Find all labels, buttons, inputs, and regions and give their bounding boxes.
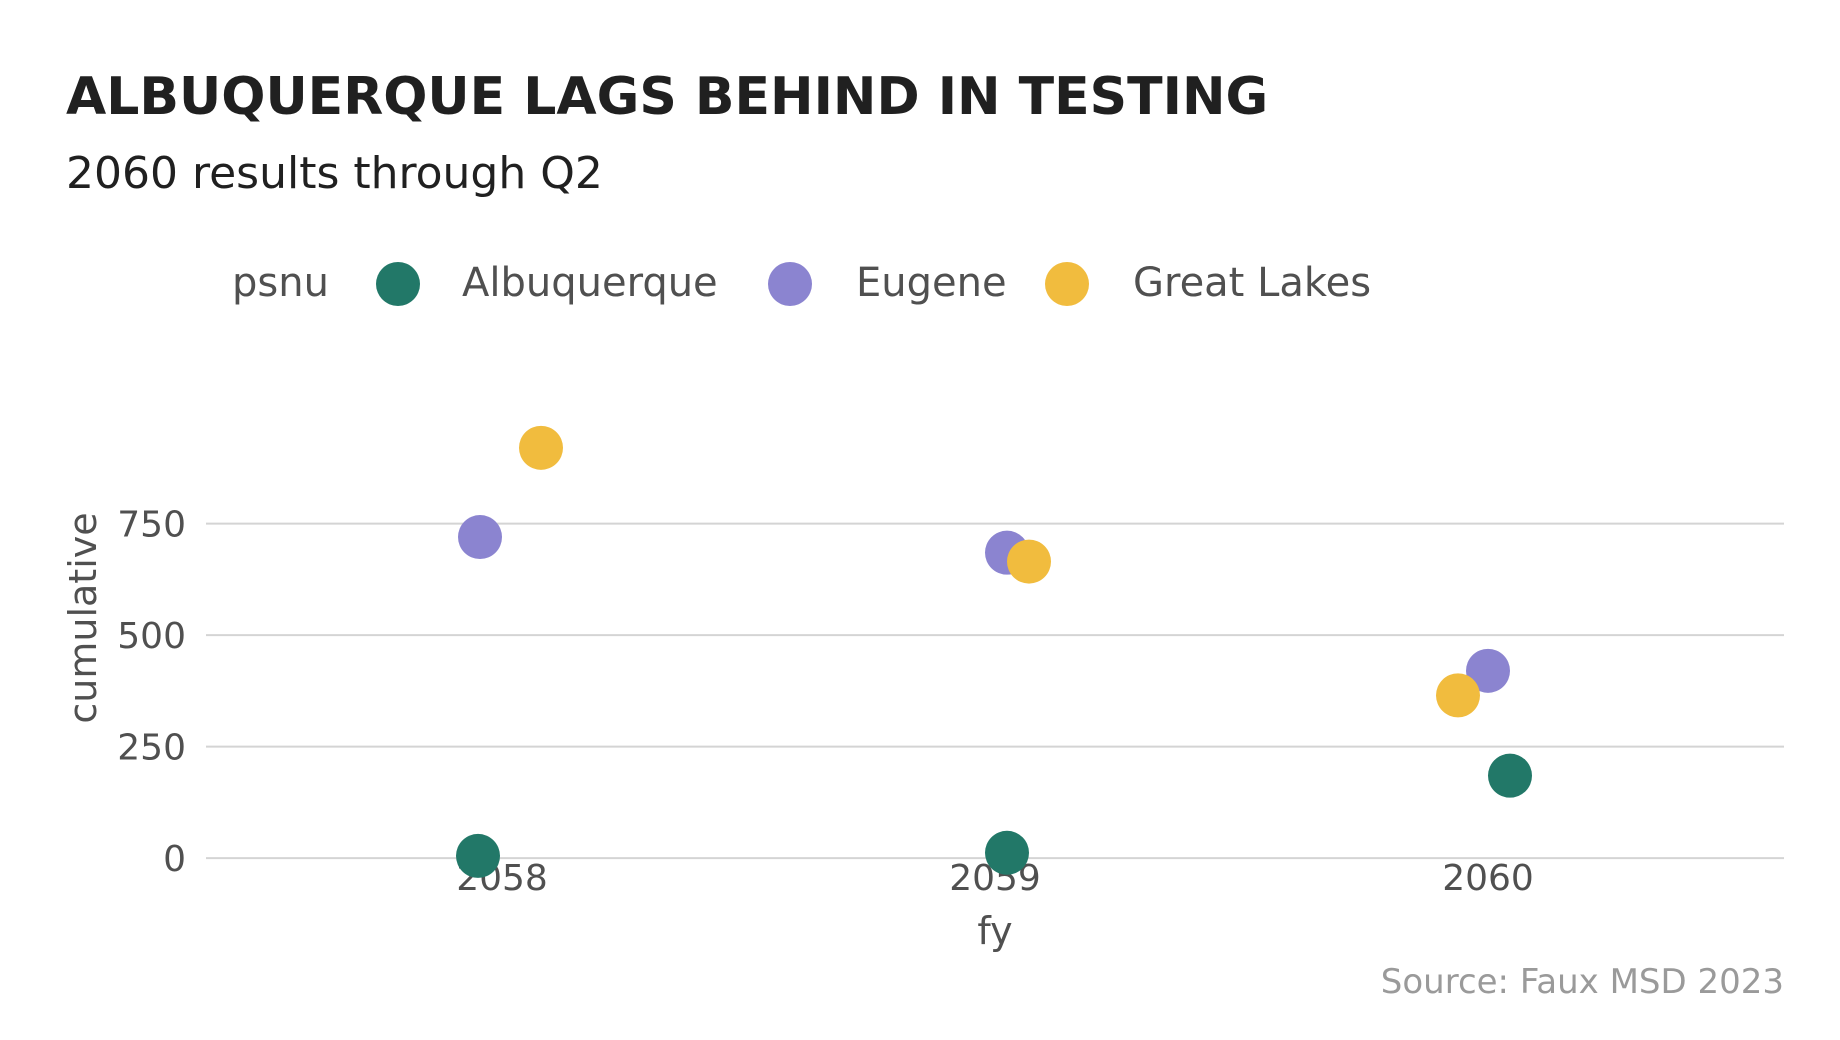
data-point-great-lakes — [519, 425, 563, 470]
legend-label: Eugene — [856, 260, 1007, 306]
data-point-great-lakes — [1436, 673, 1480, 718]
y-axis-ticks: 0 250 500 750 — [117, 505, 186, 881]
data-point-eugene — [1466, 648, 1510, 693]
y-axis-label: cumulative — [61, 512, 105, 723]
legend-key-eugene — [768, 262, 812, 306]
x-tick-label: 2060 — [1442, 858, 1534, 899]
x-axis-label: fy — [977, 909, 1012, 953]
chart-subtitle: 2060 results through Q2 — [66, 148, 603, 199]
legend-title: psnu — [232, 260, 329, 306]
legend-key-albuquerque — [376, 262, 420, 306]
data-point-albuquerque — [1488, 753, 1532, 798]
data-point-eugene — [458, 515, 502, 560]
y-tick-label: 750 — [117, 505, 186, 546]
x-axis-ticks: 2058 2059 2060 — [456, 858, 1534, 899]
data-points — [456, 425, 1532, 878]
y-tick-label: 0 — [163, 839, 186, 880]
legend-key-great-lakes — [1045, 262, 1089, 306]
y-tick-label: 500 — [117, 616, 186, 657]
legend-label: Great Lakes — [1133, 260, 1371, 306]
data-point-albuquerque — [456, 833, 500, 878]
legend: psnu Albuquerque Eugene Great Lakes — [232, 260, 1371, 306]
chart-title: ALBUQUERQUE LAGS BEHIND IN TESTING — [66, 67, 1268, 127]
legend-label: Albuquerque — [462, 260, 718, 306]
data-point-albuquerque — [985, 830, 1029, 875]
data-point-great-lakes — [1007, 539, 1051, 584]
gridlines — [206, 522, 1784, 860]
chart-caption: Source: Faux MSD 2023 — [1381, 962, 1784, 1002]
y-tick-label: 250 — [117, 728, 186, 769]
